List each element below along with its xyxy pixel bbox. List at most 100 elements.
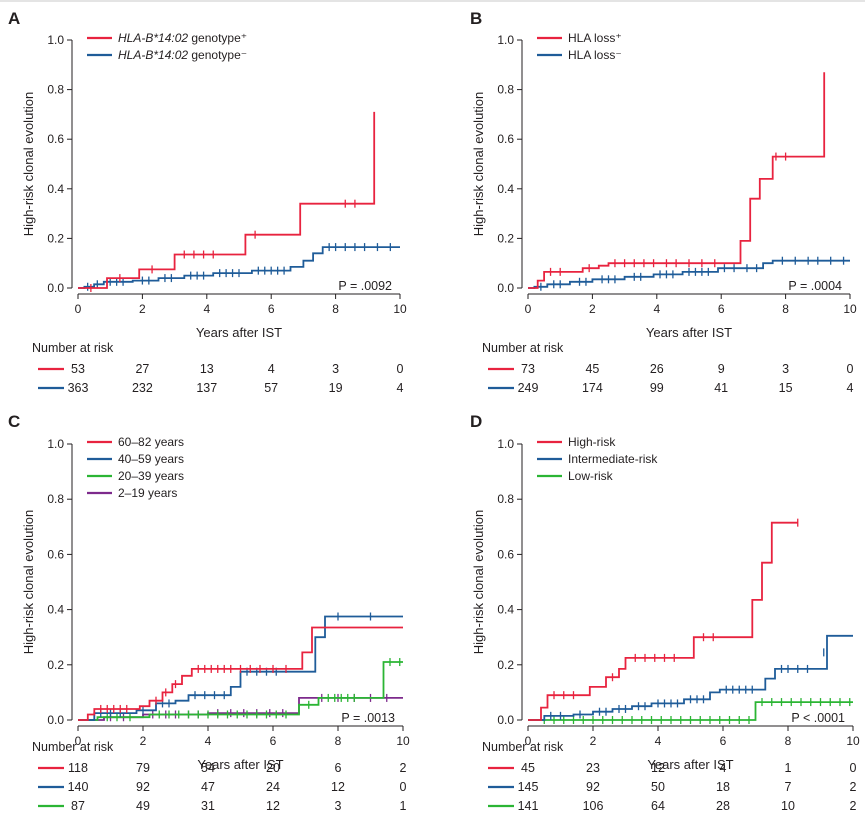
legend-label: 40–59 years <box>118 452 184 466</box>
at-risk-value: 0 <box>847 362 854 376</box>
y-tick-label: 0.4 <box>497 182 514 196</box>
legend-label: HLA-B*14:02 genotype⁻ <box>118 48 247 62</box>
y-tick-label: 0.4 <box>47 603 64 617</box>
x-tick-label: 0 <box>525 302 532 316</box>
at-risk-value: 92 <box>136 780 150 794</box>
at-risk-value: 73 <box>521 362 535 376</box>
at-risk-value: 3 <box>332 362 339 376</box>
legend-label: HLA loss⁻ <box>568 48 622 62</box>
at-risk-value: 41 <box>714 381 728 395</box>
x-tick-label: 2 <box>139 302 146 316</box>
panel-letter: D <box>470 412 482 431</box>
x-tick-label: 2 <box>140 734 147 748</box>
at-risk-value: 118 <box>68 761 88 775</box>
x-tick-label: 8 <box>785 734 792 748</box>
at-risk-value: 3 <box>335 799 342 813</box>
legend-label: High-risk <box>568 435 616 449</box>
legend-label: HLA loss⁺ <box>568 31 622 45</box>
x-tick-label: 6 <box>268 302 275 316</box>
at-risk-value: 12 <box>266 799 280 813</box>
at-risk-value: 49 <box>136 799 150 813</box>
p-value: P = .0092 <box>338 279 392 293</box>
km-curve <box>528 72 826 289</box>
at-risk-value: 4 <box>268 362 275 376</box>
legend-label: Intermediate-risk <box>568 452 658 466</box>
at-risk-value: 24 <box>266 780 280 794</box>
panel-letter: B <box>470 9 482 28</box>
at-risk-value: 2 <box>400 761 407 775</box>
legend-label: 60–82 years <box>118 435 184 449</box>
at-risk-value: 2 <box>850 799 857 813</box>
panel-letter: C <box>8 412 20 431</box>
y-tick-label: 1.0 <box>47 437 64 451</box>
x-tick-label: 6 <box>720 734 727 748</box>
x-tick-label: 2 <box>590 734 597 748</box>
x-axis-title: Years after IST <box>196 325 282 340</box>
at-risk-title: Number at risk <box>32 740 114 754</box>
at-risk-value: 26 <box>650 362 664 376</box>
at-risk-value: 13 <box>200 362 214 376</box>
at-risk-value: 4 <box>847 381 854 395</box>
at-risk-value: 12 <box>651 761 665 775</box>
at-risk-value: 28 <box>716 799 730 813</box>
x-tick-label: 10 <box>843 302 857 316</box>
y-tick-label: 0.0 <box>497 713 514 727</box>
y-tick-label: 0.0 <box>497 281 514 295</box>
at-risk-value: 79 <box>136 761 150 775</box>
at-risk-value: 27 <box>135 362 149 376</box>
p-value: P = .0013 <box>341 711 395 725</box>
legend-label: Low-risk <box>568 469 614 483</box>
km-curve <box>78 111 376 289</box>
at-risk-value: 54 <box>201 761 215 775</box>
at-risk-value: 64 <box>651 799 665 813</box>
km-curve <box>528 634 853 721</box>
y-tick-label: 0.6 <box>497 547 514 561</box>
at-risk-value: 106 <box>583 799 604 813</box>
at-risk-value: 92 <box>586 780 600 794</box>
at-risk-value: 145 <box>518 780 539 794</box>
at-risk-value: 3 <box>782 362 789 376</box>
x-tick-label: 10 <box>396 734 410 748</box>
at-risk-value: 0 <box>850 761 857 775</box>
y-tick-label: 1.0 <box>497 437 514 451</box>
x-tick-label: 10 <box>846 734 860 748</box>
panel-a: A 0.0 0.2 0.4 0.6 0.8 1.0 0 2 4 6 8 10 Years after IS… <box>8 9 407 395</box>
y-tick-label: 0.8 <box>497 83 514 97</box>
y-tick-label: 0.6 <box>47 547 64 561</box>
at-risk-value: 10 <box>781 799 795 813</box>
at-risk-value: 50 <box>651 780 665 794</box>
legend-label: 2–19 years <box>118 486 177 500</box>
legend-label: 20–39 years <box>118 469 184 483</box>
x-tick-label: 10 <box>393 302 407 316</box>
at-risk-value: 45 <box>521 761 535 775</box>
x-axis-title: Years after IST <box>197 757 283 772</box>
at-risk-value: 99 <box>650 381 664 395</box>
y-tick-label: 0.8 <box>497 492 514 506</box>
at-risk-value: 20 <box>266 761 280 775</box>
at-risk-value: 137 <box>196 381 217 395</box>
panel-b: B 0.0 0.2 0.4 0.6 0.8 1.0 0 2 4 6 8 10 Years after IS… <box>470 9 857 395</box>
y-tick-label: 0.6 <box>47 132 64 146</box>
at-risk-value: 31 <box>201 799 215 813</box>
at-risk-value: 174 <box>582 381 603 395</box>
x-axis-title: Years after IST <box>646 325 732 340</box>
y-axis-title: High-risk clonal evolution <box>471 92 486 237</box>
y-tick-label: 0.2 <box>497 658 514 672</box>
at-risk-value: 47 <box>201 780 215 794</box>
y-tick-label: 0.8 <box>47 492 64 506</box>
at-risk-value: 0 <box>397 362 404 376</box>
at-risk-value: 249 <box>518 381 539 395</box>
at-risk-value: 1 <box>785 761 792 775</box>
at-risk-title: Number at risk <box>482 341 564 355</box>
legend-label: HLA-B*14:02 genotype⁺ <box>118 31 247 45</box>
y-tick-label: 0.4 <box>47 182 64 196</box>
km-curve <box>528 259 850 289</box>
at-risk-value: 140 <box>68 780 89 794</box>
x-tick-label: 0 <box>75 302 82 316</box>
at-risk-value: 19 <box>329 381 343 395</box>
at-risk-value: 9 <box>718 362 725 376</box>
y-tick-label: 0.0 <box>47 281 64 295</box>
at-risk-value: 2 <box>850 780 857 794</box>
